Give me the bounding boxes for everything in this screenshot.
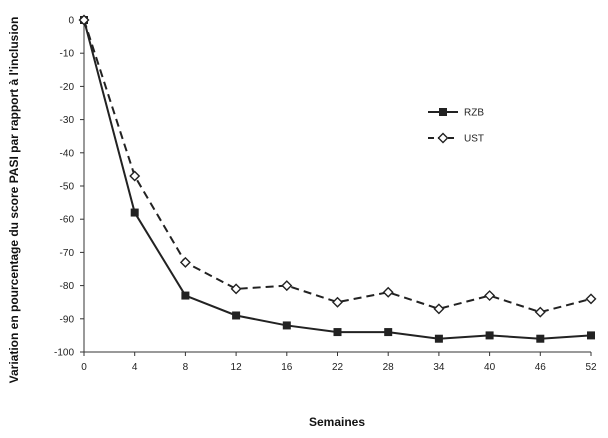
data-point-ust — [585, 293, 597, 305]
legend-item-rzb: RZB — [428, 108, 484, 119]
y-tick-label: -50 — [60, 182, 75, 193]
series-rzb — [80, 16, 595, 343]
series-ust — [78, 14, 597, 318]
x-tick-label: 0 — [81, 362, 87, 373]
x-tick-label: 8 — [183, 362, 189, 373]
y-tick-label: -20 — [60, 82, 75, 93]
data-point-rzb — [232, 311, 241, 320]
x-tick-label: 22 — [332, 362, 344, 373]
y-tick-label: -10 — [60, 49, 75, 60]
data-point-rzb — [282, 321, 291, 330]
x-tick-label: 40 — [484, 362, 496, 373]
legend-marker-ust — [437, 132, 449, 144]
data-point-ust — [382, 286, 394, 298]
x-tick-label: 34 — [433, 362, 445, 373]
y-tick-label: -80 — [60, 281, 75, 292]
data-point-rzb — [485, 331, 494, 340]
series-line-rzb — [83, 19, 592, 340]
data-point-rzb — [536, 334, 545, 343]
data-point-ust — [78, 14, 90, 26]
x-tick-label: 4 — [132, 362, 138, 373]
y-tick-label: -70 — [60, 248, 75, 259]
data-point-rzb — [587, 331, 595, 340]
y-tick-label: -60 — [60, 215, 75, 226]
x-tick-label: 16 — [281, 362, 293, 373]
y-tick-label: -100 — [54, 348, 74, 359]
data-point-ust — [332, 296, 343, 308]
legend-label-rzb: RZB — [464, 108, 484, 119]
data-point-ust — [281, 280, 293, 292]
x-tick-label: 12 — [231, 362, 243, 373]
data-point-rzb — [434, 334, 443, 343]
y-tick-label: -40 — [60, 148, 75, 159]
series-line-ust — [83, 19, 592, 314]
y-axis-title: Variation en pourcentage du score PASI p… — [7, 17, 21, 384]
y-tick-label: -90 — [60, 314, 75, 325]
x-tick-label: 28 — [383, 362, 395, 373]
data-point-ust — [534, 306, 546, 318]
legend-marker-rzb — [439, 108, 447, 116]
x-tick-label: 52 — [585, 362, 597, 373]
data-point-ust — [179, 256, 191, 268]
legend-label-ust: UST — [464, 134, 484, 145]
legend-item-ust: UST — [428, 132, 484, 145]
chart-legend: RZB UST — [428, 108, 484, 145]
y-axis-ticks: 0 -10 -20 -30 -40 -50 -60 -70 -80 -90 -100 — [54, 16, 84, 359]
x-tick-label: 46 — [535, 362, 547, 373]
data-point-ust — [433, 303, 445, 315]
data-point-rzb — [333, 328, 342, 337]
data-point-ust — [129, 170, 141, 182]
y-tick-label: 0 — [68, 16, 74, 27]
data-point-ust — [484, 290, 496, 302]
y-tick-label: -30 — [60, 115, 75, 126]
series-layer — [78, 14, 597, 343]
data-point-rzb — [384, 328, 393, 337]
data-point-ust — [230, 283, 242, 295]
x-axis-ticks: 0 4 8 12 16 22 28 34 40 46 52 — [81, 352, 597, 373]
data-point-rzb — [130, 208, 139, 217]
x-axis-title: Semaines — [309, 415, 365, 429]
data-point-rzb — [181, 291, 190, 300]
